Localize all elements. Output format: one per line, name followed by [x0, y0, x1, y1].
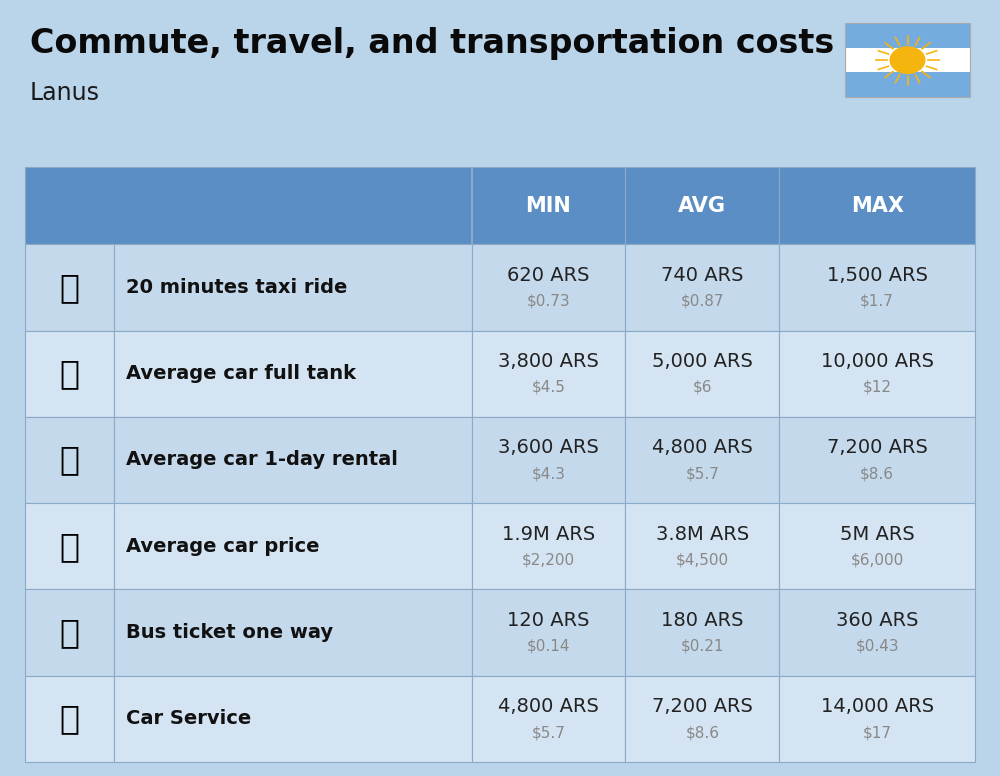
Bar	[779, 417, 975, 503]
Text: MIN: MIN	[526, 196, 571, 216]
Bar	[845, 72, 970, 97]
Bar	[845, 23, 970, 48]
Text: Average car full tank: Average car full tank	[126, 364, 356, 383]
Bar	[25, 676, 114, 762]
Bar	[472, 167, 625, 244]
Text: 🚗: 🚗	[60, 702, 80, 736]
Bar	[472, 244, 625, 331]
Bar	[779, 244, 975, 331]
Text: $4.5: $4.5	[532, 380, 565, 395]
Bar	[472, 590, 625, 676]
Text: MAX: MAX	[851, 196, 904, 216]
Bar	[114, 417, 472, 503]
Bar	[625, 503, 779, 590]
Text: 1,500 ARS: 1,500 ARS	[827, 266, 928, 285]
Text: 🚙: 🚙	[60, 443, 80, 476]
Bar	[114, 244, 472, 331]
Text: $1.7: $1.7	[860, 293, 894, 309]
Text: $5.7: $5.7	[532, 726, 565, 740]
Bar	[25, 167, 472, 244]
Text: $0.87: $0.87	[681, 293, 724, 309]
Bar	[472, 503, 625, 590]
Text: $17: $17	[863, 726, 892, 740]
Text: Average car 1-day rental: Average car 1-day rental	[126, 451, 398, 469]
Text: 3.8M ARS: 3.8M ARS	[656, 525, 749, 544]
Text: 180 ARS: 180 ARS	[661, 611, 744, 630]
Text: $4.3: $4.3	[531, 466, 565, 481]
Text: $5.7: $5.7	[685, 466, 719, 481]
Text: 🚕: 🚕	[60, 271, 80, 304]
Bar	[25, 503, 114, 590]
Bar	[625, 244, 779, 331]
Text: 1.9M ARS: 1.9M ARS	[502, 525, 595, 544]
Text: 10,000 ARS: 10,000 ARS	[821, 352, 934, 371]
Text: $2,200: $2,200	[522, 553, 575, 567]
Text: ⛽: ⛽	[60, 357, 80, 390]
Text: $6,000: $6,000	[851, 553, 904, 567]
Bar	[779, 167, 975, 244]
Text: 740 ARS: 740 ARS	[661, 266, 744, 285]
Text: 5M ARS: 5M ARS	[840, 525, 915, 544]
Text: $4,500: $4,500	[676, 553, 729, 567]
Bar	[114, 503, 472, 590]
Text: $12: $12	[863, 380, 892, 395]
Text: 4,800 ARS: 4,800 ARS	[652, 438, 753, 457]
Text: 20 minutes taxi ride: 20 minutes taxi ride	[126, 278, 348, 297]
Text: 3,800 ARS: 3,800 ARS	[498, 352, 599, 371]
Text: 7,200 ARS: 7,200 ARS	[652, 698, 753, 716]
Bar	[625, 590, 779, 676]
Text: $6: $6	[693, 380, 712, 395]
Bar	[845, 48, 970, 72]
Bar	[625, 676, 779, 762]
Text: Bus ticket one way: Bus ticket one way	[126, 623, 333, 642]
Bar	[472, 676, 625, 762]
Text: Commute, travel, and transportation costs: Commute, travel, and transportation cost…	[30, 27, 834, 61]
Text: 🚌: 🚌	[60, 616, 80, 649]
Bar	[625, 331, 779, 417]
Bar	[25, 590, 114, 676]
Text: 360 ARS: 360 ARS	[836, 611, 918, 630]
Text: 120 ARS: 120 ARS	[507, 611, 590, 630]
Text: Lanus: Lanus	[30, 81, 100, 106]
Bar	[472, 331, 625, 417]
Text: $8.6: $8.6	[860, 466, 894, 481]
Text: $0.43: $0.43	[855, 639, 899, 654]
Text: 3,600 ARS: 3,600 ARS	[498, 438, 599, 457]
Text: 4,800 ARS: 4,800 ARS	[498, 698, 599, 716]
Bar	[779, 676, 975, 762]
Bar	[845, 23, 970, 97]
Text: AVG: AVG	[678, 196, 726, 216]
Text: Average car price: Average car price	[126, 537, 320, 556]
Bar	[114, 331, 472, 417]
Circle shape	[890, 47, 926, 74]
Bar	[25, 331, 114, 417]
Text: $0.73: $0.73	[527, 293, 570, 309]
Text: $0.14: $0.14	[527, 639, 570, 654]
Text: 620 ARS: 620 ARS	[507, 266, 590, 285]
Text: Car Service: Car Service	[126, 709, 252, 729]
Text: $8.6: $8.6	[685, 726, 719, 740]
Text: 🚗: 🚗	[60, 530, 80, 563]
Text: 5,000 ARS: 5,000 ARS	[652, 352, 753, 371]
Bar	[625, 417, 779, 503]
Bar	[472, 417, 625, 503]
Text: 7,200 ARS: 7,200 ARS	[827, 438, 928, 457]
Bar	[779, 503, 975, 590]
Bar	[779, 331, 975, 417]
Bar	[114, 590, 472, 676]
Text: $0.21: $0.21	[681, 639, 724, 654]
Text: 14,000 ARS: 14,000 ARS	[821, 698, 934, 716]
Bar	[779, 590, 975, 676]
Bar	[25, 244, 114, 331]
Bar	[25, 417, 114, 503]
Bar	[625, 167, 779, 244]
Bar	[114, 676, 472, 762]
